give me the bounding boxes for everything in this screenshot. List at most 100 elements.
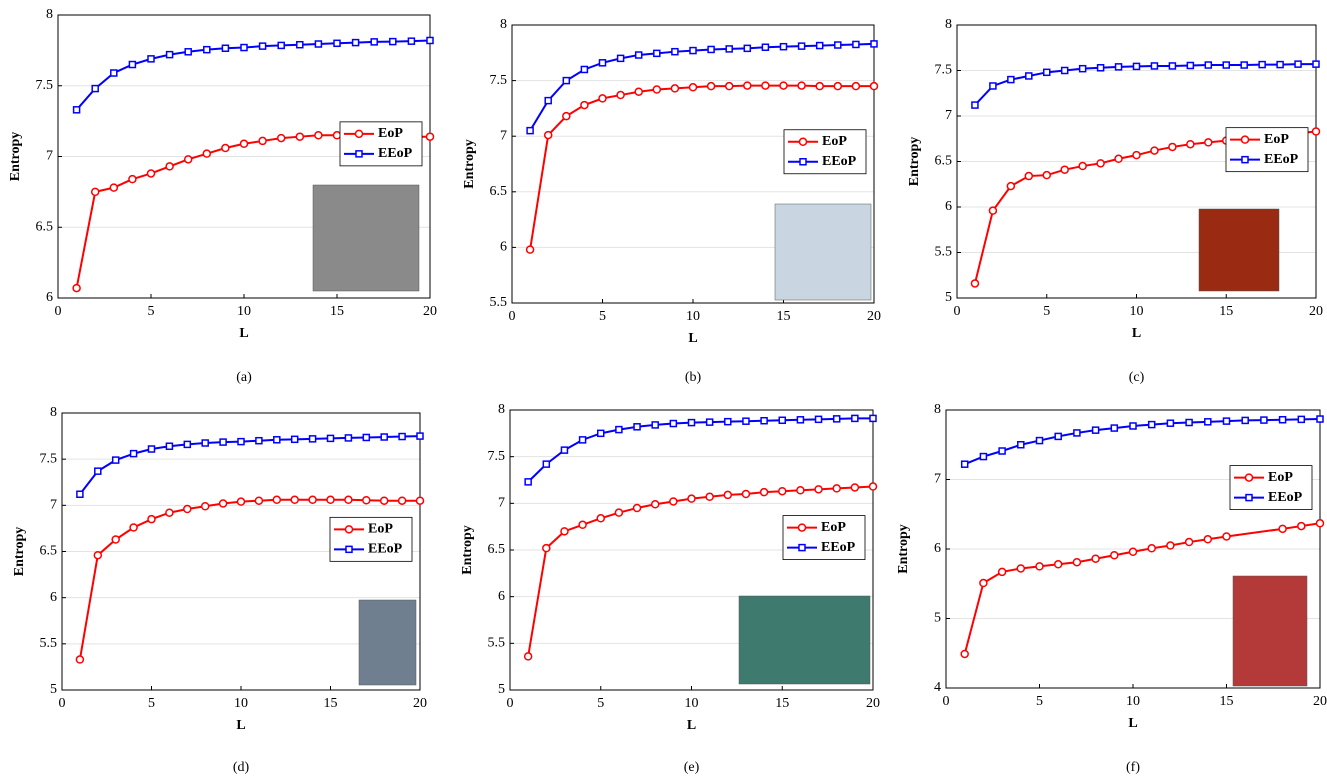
marker xyxy=(1203,535,1213,544)
legend-marker xyxy=(797,523,807,532)
y-tick-label: 4 xyxy=(934,680,941,695)
marker xyxy=(1166,541,1175,550)
marker xyxy=(165,162,174,171)
legend-label: EEoP xyxy=(368,542,403,557)
marker xyxy=(598,59,607,67)
y-tick-label: 6 xyxy=(945,199,952,214)
legend-marker xyxy=(344,525,354,534)
marker xyxy=(93,550,103,560)
marker xyxy=(997,567,1007,577)
marker xyxy=(308,495,317,505)
marker xyxy=(94,467,102,475)
x-tick-label: 0 xyxy=(943,694,950,709)
x-axis-label: L xyxy=(1128,716,1137,731)
caption: (b) xyxy=(685,370,702,385)
marker xyxy=(332,131,342,140)
marker xyxy=(688,83,698,92)
legend-label: EoP xyxy=(378,126,403,141)
marker xyxy=(1078,64,1087,73)
marker xyxy=(379,496,389,505)
marker xyxy=(634,51,643,59)
marker xyxy=(562,111,571,121)
x-tick-label: 10 xyxy=(686,309,700,324)
marker xyxy=(1168,62,1177,70)
x-tick-label: 20 xyxy=(1313,694,1327,709)
x-tick-label: 20 xyxy=(866,696,880,711)
marker xyxy=(653,49,661,58)
marker xyxy=(147,445,156,453)
marker xyxy=(1073,429,1081,437)
marker xyxy=(344,434,353,442)
marker xyxy=(1024,171,1034,181)
marker xyxy=(90,187,100,197)
x-axis-label: L xyxy=(688,331,697,346)
marker xyxy=(183,155,193,164)
x-tick-label: 0 xyxy=(954,304,961,319)
legend-box xyxy=(339,121,423,167)
marker xyxy=(998,447,1006,455)
marker xyxy=(1054,432,1062,441)
marker xyxy=(1150,62,1159,70)
marker xyxy=(1222,61,1230,69)
marker xyxy=(724,81,734,91)
y-tick-label: 5 xyxy=(498,682,505,697)
axes-box xyxy=(945,409,1321,689)
y-tick-label: 8 xyxy=(50,405,57,420)
marker xyxy=(1017,441,1025,449)
y-axis-label: Entropy xyxy=(8,132,23,182)
y-tick-label: 6 xyxy=(50,590,57,605)
x-tick-label: 15 xyxy=(775,696,789,711)
marker xyxy=(1114,154,1123,164)
marker xyxy=(596,514,605,523)
x-axis-label: L xyxy=(687,718,696,733)
marker xyxy=(742,417,750,425)
marker xyxy=(560,446,569,454)
panel: 5.5 6 6.5 7 7.5 8 0 5 10 15 20 EoP EEoP L Entropy (b) xyxy=(462,17,881,385)
y-axis-label: Entropy xyxy=(896,524,911,574)
legend-label: EoP xyxy=(1264,132,1289,147)
marker xyxy=(147,514,156,524)
marker xyxy=(1072,557,1082,567)
marker xyxy=(760,416,768,425)
y-tick-label: 8 xyxy=(500,17,507,32)
x-tick-label: 0 xyxy=(55,304,62,319)
legend-marker xyxy=(1245,493,1253,502)
marker xyxy=(1025,72,1033,80)
marker xyxy=(1260,416,1268,424)
legend-label: EEoP xyxy=(378,146,413,161)
legend-marker xyxy=(354,129,364,139)
marker xyxy=(389,37,397,46)
y-tick-label: 6.5 xyxy=(40,544,58,559)
marker xyxy=(687,418,696,427)
axes-box xyxy=(956,24,1317,299)
marker xyxy=(971,101,979,109)
legend-marker xyxy=(1244,473,1254,482)
marker xyxy=(970,279,980,288)
x-tick-label: 10 xyxy=(234,696,248,711)
caption: (f) xyxy=(1126,760,1140,775)
y-tick-label: 7 xyxy=(945,108,952,123)
marker xyxy=(632,503,642,513)
marker xyxy=(165,442,174,450)
marker xyxy=(1297,521,1306,531)
legend-label: EEoP xyxy=(821,540,856,555)
marker xyxy=(239,139,249,149)
x-tick-label: 0 xyxy=(59,696,66,711)
marker xyxy=(707,45,715,54)
marker xyxy=(779,81,788,90)
marker xyxy=(1129,422,1137,430)
marker xyxy=(1110,551,1119,560)
marker xyxy=(276,133,286,143)
marker xyxy=(72,283,81,293)
x-tick-label: 5 xyxy=(148,696,155,711)
marker xyxy=(1185,418,1193,427)
marker xyxy=(146,169,156,178)
legend-marker xyxy=(355,150,363,158)
y-tick-label: 7.5 xyxy=(36,78,54,93)
inset-image xyxy=(738,595,871,685)
marker xyxy=(1276,60,1284,69)
marker xyxy=(543,130,553,140)
marker xyxy=(201,439,209,447)
axes-box xyxy=(511,24,875,304)
